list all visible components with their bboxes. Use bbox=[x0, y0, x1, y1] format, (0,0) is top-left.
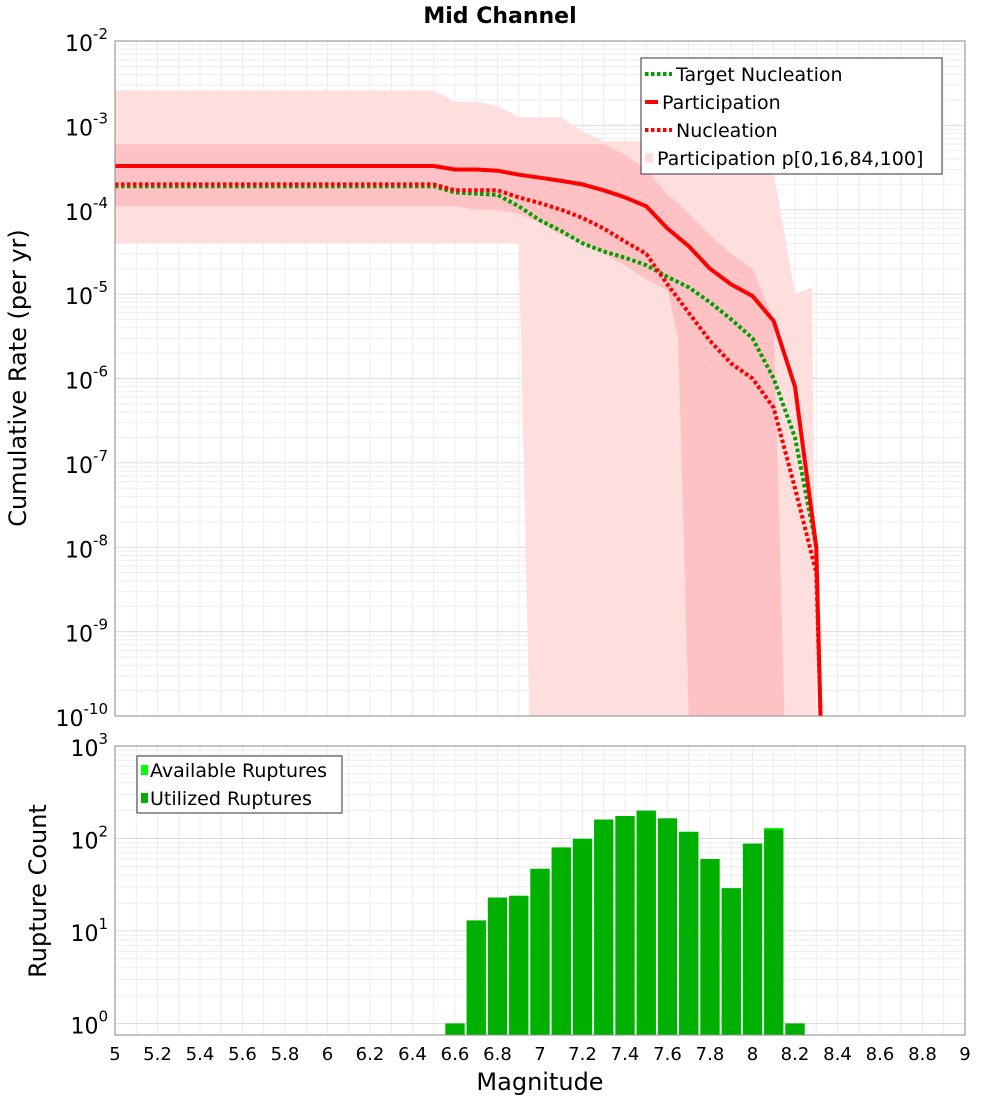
x-tick-label: 7 bbox=[534, 1044, 545, 1065]
legend-box bbox=[640, 57, 943, 175]
x-tick-label: 7.8 bbox=[696, 1044, 725, 1065]
utilized-rupture-bar bbox=[530, 868, 550, 1035]
y-tick-label: 10-10 bbox=[56, 700, 109, 732]
participation-line bbox=[115, 164, 823, 717]
count-legend: Available Ruptures Utilized Ruptures bbox=[136, 755, 343, 814]
utilized-rupture-bar bbox=[742, 843, 763, 1035]
y-tick-label: 10-8 bbox=[65, 531, 108, 563]
x-tick-label: 5.8 bbox=[271, 1044, 300, 1065]
utilized-rupture-bar bbox=[615, 816, 635, 1035]
utilized-rupture-bar bbox=[487, 897, 508, 1035]
rate-lines bbox=[115, 164, 823, 717]
rate-legend: Target Nucleation Participation Nucleation… bbox=[640, 57, 943, 175]
y-tick-label: 10-9 bbox=[65, 616, 108, 648]
count-y-ticks: 103 102 101 100 bbox=[70, 730, 108, 1039]
x-tick-label: 6.2 bbox=[356, 1044, 385, 1065]
x-tick-label: 6.8 bbox=[483, 1044, 512, 1065]
x-tick-label: 5.2 bbox=[143, 1044, 172, 1065]
legend-label: Participation bbox=[662, 92, 781, 114]
x-axis-title: Magnitude bbox=[476, 1068, 603, 1096]
x-tick-label: 8.8 bbox=[908, 1044, 937, 1065]
y-tick-label: 100 bbox=[70, 1007, 108, 1039]
x-tick-label: 6.6 bbox=[441, 1044, 470, 1065]
rate-y-axis-title: Cumulative Rate (per yr) bbox=[4, 229, 32, 527]
rate-panel: 10-2 10-3 10-4 10-5 10-6 10-7 10-8 10-9 10-10 Cu… bbox=[4, 25, 966, 732]
legend-label: Participation p[0,16,84,100] bbox=[657, 148, 923, 170]
legend-label: Target Nucleation bbox=[675, 64, 843, 86]
x-tick-label: 7.6 bbox=[653, 1044, 682, 1065]
utilized-rupture-bar bbox=[466, 920, 486, 1035]
magnitude-x-ticks: 5 5.2 5.4 5.6 5.8 6 6.2 6.4 6.6 6.8 7 7.2 7.4 7.6 7.8 8… bbox=[109, 1044, 970, 1065]
x-tick-label: 7.2 bbox=[568, 1044, 597, 1065]
legend-swatch bbox=[141, 765, 148, 775]
y-tick-label: 101 bbox=[70, 915, 108, 947]
legend-swatch bbox=[645, 153, 653, 163]
y-tick-label: 10-7 bbox=[65, 447, 108, 479]
x-tick-label: 5 bbox=[109, 1044, 120, 1065]
y-tick-label: 103 bbox=[70, 730, 108, 762]
legend-swatch bbox=[141, 793, 148, 803]
x-tick-label: 5.4 bbox=[186, 1044, 215, 1065]
x-tick-label: 5.6 bbox=[228, 1044, 257, 1065]
utilized-rupture-bar bbox=[636, 810, 656, 1035]
utilized-rupture-bar bbox=[764, 829, 784, 1035]
nucleation-line bbox=[115, 182, 823, 717]
y-tick-label: 10-6 bbox=[65, 363, 108, 395]
utilized-rupture-bar bbox=[657, 818, 678, 1035]
x-tick-label: 9 bbox=[959, 1044, 970, 1065]
y-tick-label: 10-5 bbox=[65, 278, 108, 310]
participation-band-inner bbox=[115, 144, 785, 717]
utilized-rupture-bar bbox=[785, 1023, 805, 1035]
chart-title: Mid Channel bbox=[423, 4, 576, 29]
x-tick-label: 8.6 bbox=[866, 1044, 895, 1065]
legend-label: Nucleation bbox=[676, 120, 778, 142]
x-tick-label: 8.2 bbox=[781, 1044, 810, 1065]
y-tick-label: 10-2 bbox=[65, 25, 108, 57]
x-tick-label: 6 bbox=[322, 1044, 333, 1065]
utilized-rupture-bar bbox=[721, 888, 741, 1035]
x-tick-label: 6.4 bbox=[398, 1044, 427, 1065]
target-nucleation-line bbox=[115, 184, 819, 548]
utilized-rupture-bar bbox=[594, 819, 614, 1035]
x-tick-label: 8.4 bbox=[823, 1044, 852, 1065]
count-bars bbox=[445, 810, 805, 1035]
legend-label: Utilized Ruptures bbox=[150, 788, 312, 810]
rate-y-ticks: 10-2 10-3 10-4 10-5 10-6 10-7 10-8 10-9 10-10 bbox=[56, 25, 109, 732]
y-tick-label: 10-3 bbox=[65, 109, 108, 141]
x-tick-label: 8 bbox=[747, 1044, 758, 1065]
legend-box bbox=[136, 755, 343, 814]
count-panel: 103 102 101 100 5 5.2 5.4 5.6 5.8 6 6.2 6.4 6.6 6.8 7… bbox=[24, 730, 971, 1096]
count-y-axis-title: Rupture Count bbox=[24, 804, 52, 978]
utilized-rupture-bar bbox=[445, 1023, 465, 1035]
count-plot-frame bbox=[114, 745, 966, 1036]
utilized-rupture-bar bbox=[679, 831, 699, 1035]
utilized-rupture-bar bbox=[509, 895, 529, 1035]
rate-percentile-bands bbox=[115, 90, 817, 717]
utilized-rupture-bar bbox=[551, 847, 571, 1035]
legend-label: Available Ruptures bbox=[150, 760, 327, 782]
utilized-rupture-bar bbox=[700, 858, 720, 1035]
rate-plot-frame bbox=[114, 40, 966, 717]
x-tick-label: 7.4 bbox=[611, 1044, 640, 1065]
y-tick-label: 10-4 bbox=[65, 194, 108, 226]
utilized-rupture-bar bbox=[572, 838, 593, 1035]
y-tick-label: 102 bbox=[70, 822, 108, 854]
